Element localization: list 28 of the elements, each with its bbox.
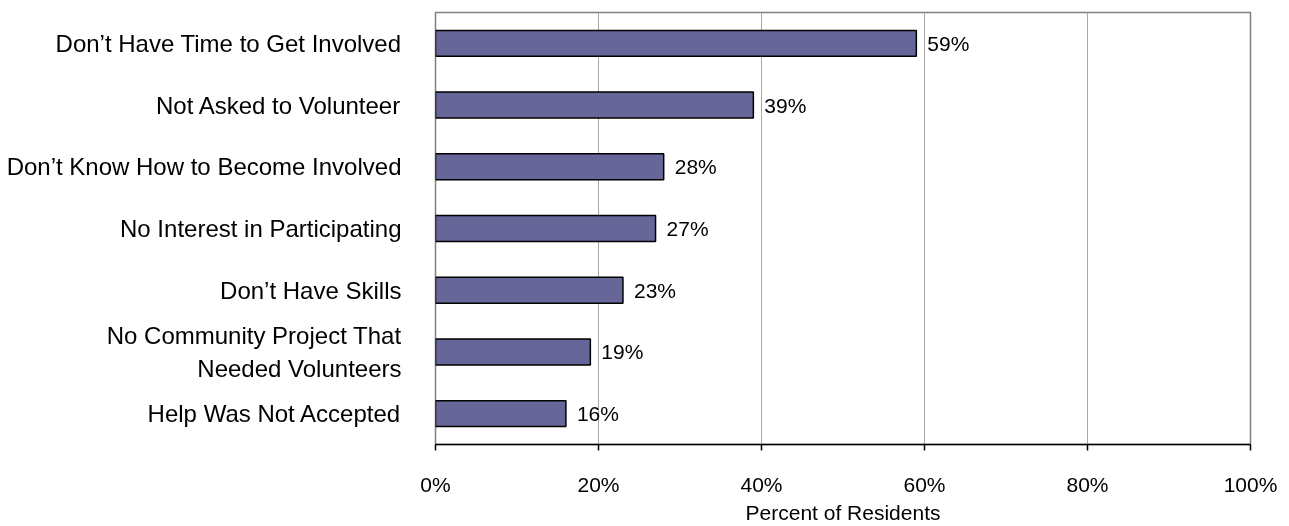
data-label: 28%: [674, 155, 717, 179]
bar: [435, 399, 567, 428]
x-tick-label: 100%: [1223, 472, 1278, 496]
y-tick-label: Don’t Have Skills: [220, 276, 402, 304]
data-label: 59%: [927, 31, 970, 55]
y-tick-label: Not Asked to Volunteer: [156, 91, 401, 119]
bar: [435, 91, 755, 119]
bar: [435, 29, 918, 58]
bar: [435, 214, 657, 243]
y-tick-label: Don’t Know How to Become Involved: [6, 153, 402, 181]
data-label: 16%: [576, 402, 619, 426]
data-label: 39%: [764, 93, 807, 117]
x-tick-label: 80%: [1066, 472, 1109, 496]
data-label: 23%: [633, 278, 676, 302]
x-tick-label: 40%: [740, 472, 783, 496]
x-tick-label: 0%: [420, 472, 451, 496]
x-tick-label: 20%: [577, 472, 620, 496]
bar: [435, 276, 624, 304]
y-tick-label: No Community Project That Needed Volunteers: [106, 322, 402, 382]
bar: [435, 338, 592, 366]
y-tick-label: No Interest in Participating: [120, 215, 402, 242]
x-axis-title: Percent of Residents: [745, 500, 941, 524]
y-tick-label: Help Was Not Accepted: [147, 400, 401, 428]
data-label: 19%: [601, 340, 644, 364]
data-label: 27%: [666, 217, 709, 240]
bar: [435, 153, 665, 181]
x-tick-label: 60%: [903, 472, 946, 496]
y-tick-label: Don’t Have Time to Get Involved: [55, 29, 402, 57]
